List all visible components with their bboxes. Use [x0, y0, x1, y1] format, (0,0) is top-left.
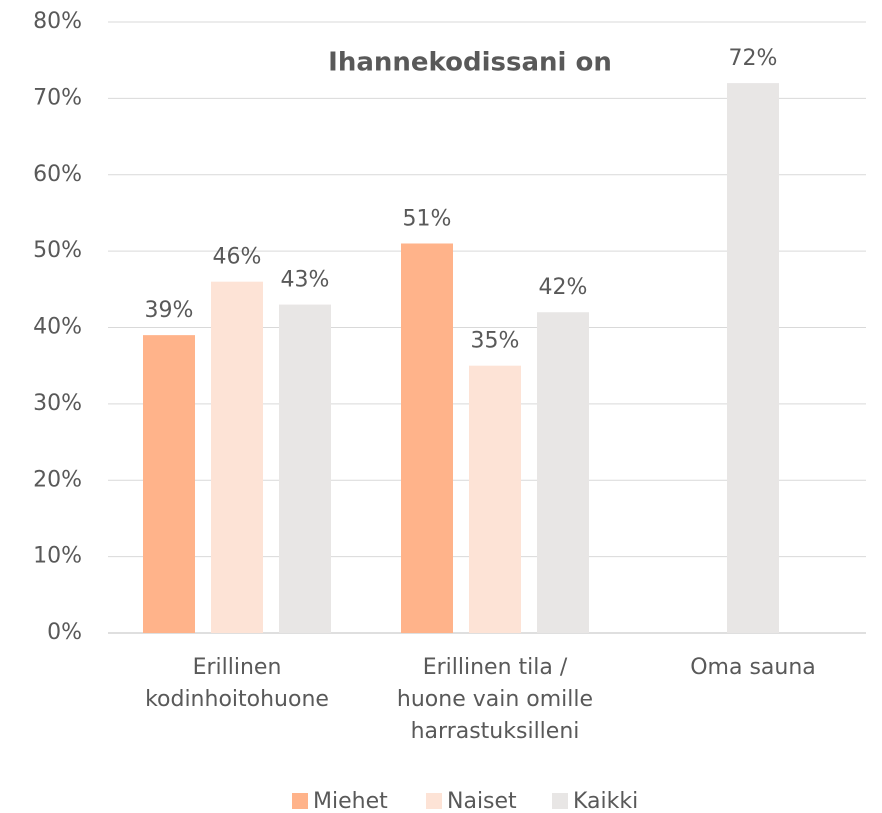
- x-tick-label: Oma sauna: [690, 655, 816, 680]
- bar: [143, 335, 195, 633]
- x-tick-label: Erillinen tila /: [423, 655, 568, 680]
- bar: [211, 281, 263, 633]
- data-label: 42%: [539, 275, 588, 300]
- data-label: 35%: [471, 329, 520, 354]
- bar: [727, 83, 779, 634]
- y-tick-label: 30%: [33, 391, 82, 416]
- legend-swatch: [552, 793, 568, 809]
- bar: [401, 243, 453, 634]
- y-tick-label: 80%: [33, 9, 82, 34]
- bar: [469, 365, 521, 633]
- y-tick-label: 20%: [33, 467, 82, 492]
- x-tick-label: harrastuksilleni: [411, 719, 580, 744]
- legend-swatch: [292, 793, 308, 809]
- data-label: 46%: [213, 245, 262, 270]
- y-tick-label: 60%: [33, 162, 82, 187]
- y-tick-label: 50%: [33, 238, 82, 263]
- legend-swatch: [426, 793, 442, 809]
- data-label: 72%: [729, 46, 778, 71]
- y-tick-label: 0%: [47, 620, 82, 645]
- chart-title: Ihannekodissani on: [328, 48, 612, 78]
- y-tick-label: 70%: [33, 85, 82, 110]
- bar: [537, 312, 589, 633]
- data-label: 43%: [281, 268, 330, 293]
- y-tick-label: 10%: [33, 544, 82, 569]
- bar: [279, 304, 331, 633]
- legend-label: Miehet: [313, 789, 388, 813]
- y-tick-label: 40%: [33, 315, 82, 340]
- x-tick-label: huone vain omille: [397, 687, 593, 712]
- x-tick-label: kodinhoitohuone: [145, 687, 329, 712]
- legend-label: Naiset: [447, 789, 517, 813]
- data-label: 39%: [145, 298, 194, 323]
- legend-label: Kaikki: [573, 789, 638, 813]
- x-tick-label: Erillinen: [193, 655, 282, 680]
- data-label: 51%: [403, 206, 452, 231]
